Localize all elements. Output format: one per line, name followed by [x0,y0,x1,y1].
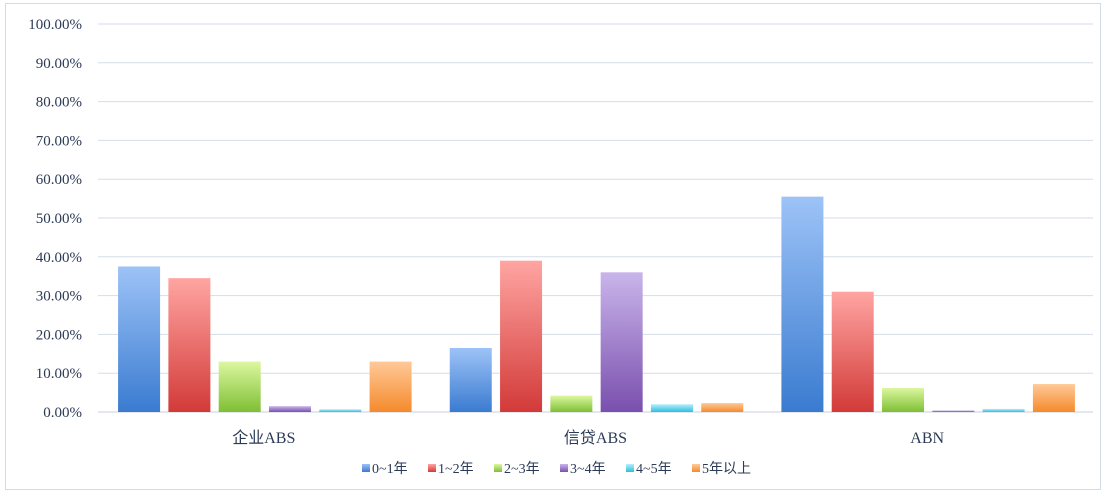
bar-2-6 [701,403,744,412]
y-tick-label: 50.00% [36,211,82,227]
bar-2-5 [650,404,693,412]
x-category-label: 企业ABS [232,429,295,447]
bar-3-6 [1032,384,1075,412]
bar-3-2 [831,291,874,412]
x-category-label: ABN [910,430,944,447]
y-tick-label: 20.00% [36,327,82,343]
legend-label: 3~4年 [570,461,606,477]
x-axis: 企业ABS 信贷ABS ABN [232,429,944,447]
bar-2-3 [550,395,593,412]
y-tick-label: 30.00% [36,289,82,305]
legend-label: 1~2年 [438,461,474,477]
y-tick-label: 80.00% [36,95,82,111]
legend-label: 0~1年 [372,461,408,477]
bar-3-3 [882,387,925,412]
bar-3-4 [932,410,975,412]
bar-3-5 [982,408,1025,412]
y-tick-label: 90.00% [36,56,82,72]
x-category-label: 信贷ABS [564,429,627,447]
bar-2-2 [500,260,543,412]
y-tick-label: 100.00% [28,17,82,33]
legend-swatch [362,464,370,472]
legend-swatch [428,464,436,472]
bar-2-4 [600,272,643,412]
y-tick-label: 40.00% [36,250,82,266]
bars [118,196,1075,412]
bar-1-2 [168,278,211,412]
legend-label: 4~5年 [636,461,672,477]
legend: 0~1年 1~2年 2~3年 3~4年 4~5年 5年以上 [362,461,751,477]
gridlines [98,23,1093,413]
legend-swatch [560,464,568,472]
bar-1-4 [268,406,311,412]
bar-1-3 [218,361,261,412]
y-tick-label: 70.00% [36,133,82,149]
y-tick-label: 0.00% [43,405,82,421]
legend-swatch [692,464,700,472]
y-axis: 0.00% 10.00% 20.00% 30.00% 40.00% 50.00% 60.00… [28,17,82,421]
legend-label: 2~3年 [504,461,540,477]
bar-3-1 [781,196,824,412]
legend-swatch [626,464,634,472]
legend-swatch [494,464,502,472]
y-tick-label: 10.00% [36,366,82,382]
bar-1-6 [369,361,412,412]
y-tick-label: 60.00% [36,172,82,188]
bar-1-1 [118,266,161,412]
bar-1-5 [319,409,362,412]
legend-label: 5年以上 [702,461,751,477]
bar-2-1 [449,347,492,412]
